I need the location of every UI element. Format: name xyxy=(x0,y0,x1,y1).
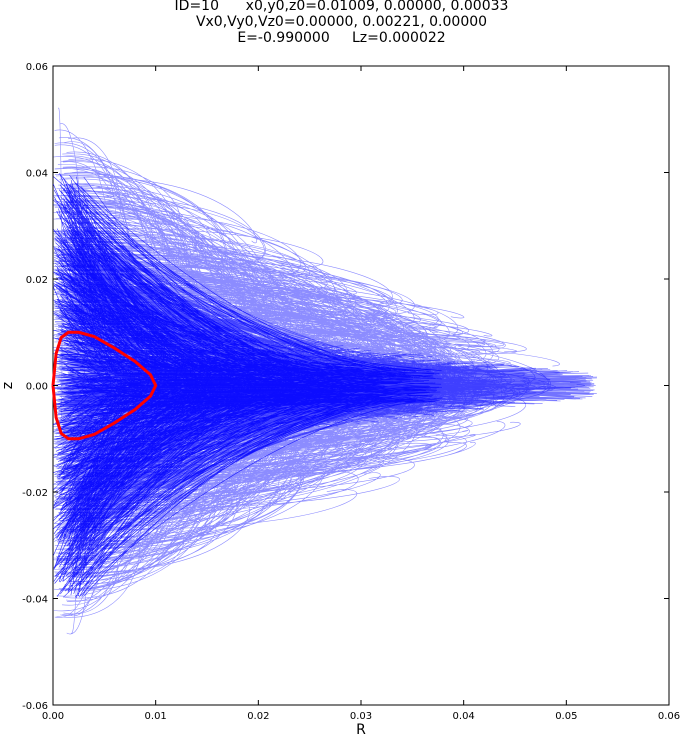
title-line-3: E=-0.990000 Lz=0.000022 xyxy=(237,30,446,46)
y-tick-label: 0.00 xyxy=(26,382,48,393)
title-line-1: ID=10 x0,y0,z0=0.01009, 0.00000, 0.00033 xyxy=(174,0,509,14)
x-tick-label: 0.05 xyxy=(555,711,577,722)
y-tick-label: -0.06 xyxy=(22,701,48,712)
x-tick-label: 0.00 xyxy=(42,711,64,722)
axis-ticks: 0.00 0.01 0.02 0.03 0.04 0.05 0.06 -0.06 -0.04 -0… xyxy=(22,62,680,722)
y-tick-label: 0.06 xyxy=(26,62,48,73)
orbit-trajectory xyxy=(52,108,598,635)
x-tick-label: 0.02 xyxy=(247,711,269,722)
y-axis-label: z xyxy=(0,382,16,389)
y-tick-label: 0.04 xyxy=(26,169,48,180)
y-tick-label: -0.02 xyxy=(22,488,48,499)
y-tick-label: -0.04 xyxy=(22,595,48,606)
x-axis-label: R xyxy=(356,722,366,736)
x-tick-label: 0.04 xyxy=(453,711,475,722)
zero-velocity-curve xyxy=(51,330,158,441)
title-line-2: Vx0,Vy0,Vz0=0.00000, 0.00221, 0.00000 xyxy=(195,14,488,30)
x-tick-label: 0.01 xyxy=(145,711,167,722)
x-tick-label: 0.06 xyxy=(658,711,680,722)
y-tick-label: 0.02 xyxy=(26,275,48,286)
x-tick-label: 0.03 xyxy=(350,711,372,722)
